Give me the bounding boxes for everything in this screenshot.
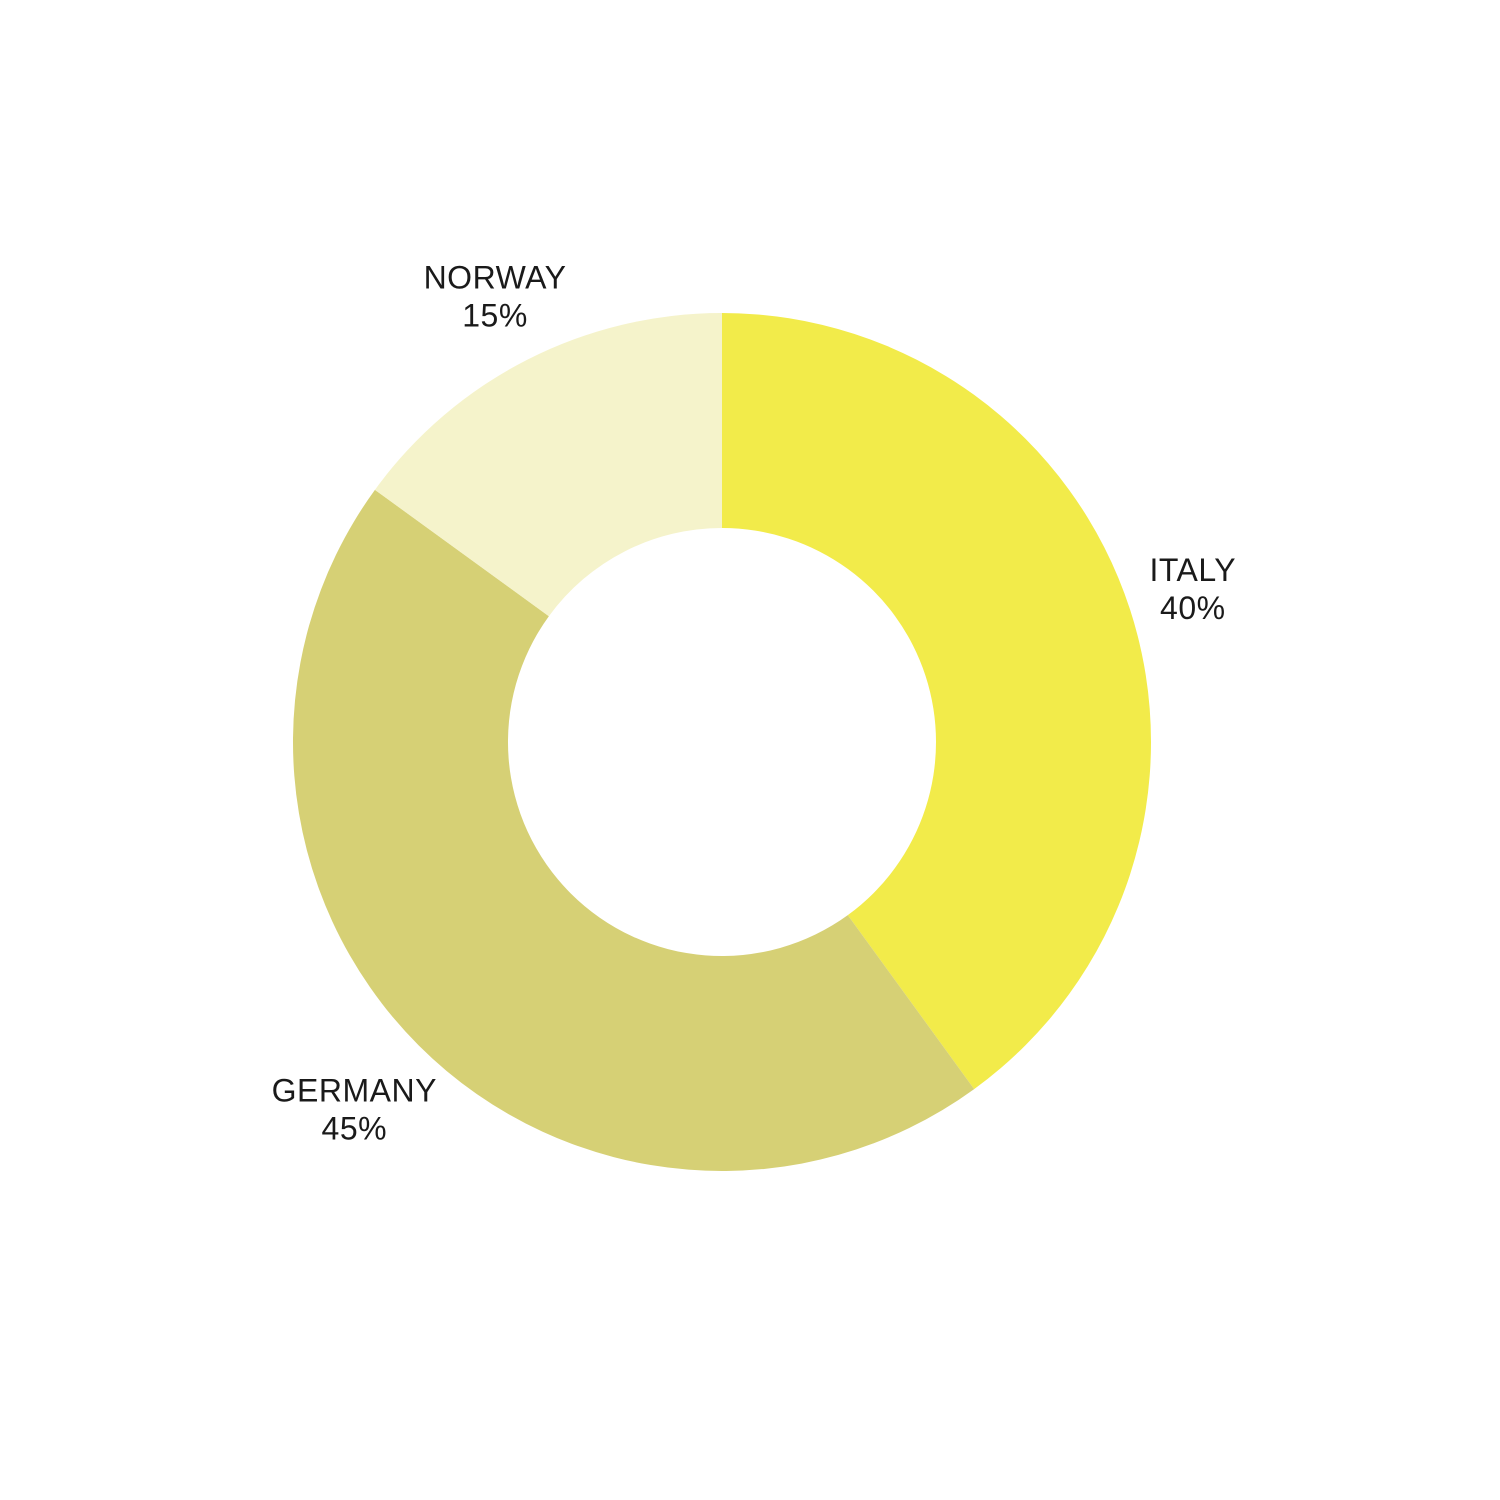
slice-label-percent: 45% — [322, 1111, 388, 1147]
donut-slice-italy — [722, 313, 1152, 1090]
slice-label-name: GERMANY — [272, 1073, 437, 1109]
slice-label-germany: GERMANY 45% — [272, 1073, 437, 1147]
donut-slice-norway — [374, 313, 722, 617]
slice-label-italy: ITALY 40% — [1149, 552, 1236, 626]
donut-slice-labels: ITALY 40% GERMANY 45% NORWAY 15% — [272, 260, 1236, 1147]
slice-label-norway: NORWAY 15% — [424, 260, 567, 334]
slice-label-name: NORWAY — [424, 260, 567, 296]
slice-label-percent: 15% — [462, 298, 528, 334]
donut-slice-germany — [292, 489, 975, 1172]
donut-slices — [292, 313, 1152, 1172]
slice-label-name: ITALY — [1149, 552, 1236, 588]
slice-label-percent: 40% — [1160, 590, 1226, 626]
